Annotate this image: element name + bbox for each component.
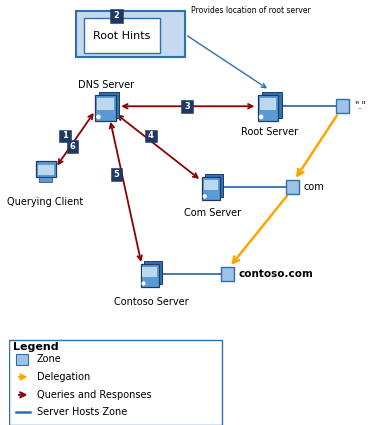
FancyBboxPatch shape xyxy=(76,11,185,57)
Text: Server Hosts Zone: Server Hosts Zone xyxy=(37,407,127,417)
FancyBboxPatch shape xyxy=(16,354,27,365)
Text: Com Server: Com Server xyxy=(183,207,241,218)
Text: Provides location of root server: Provides location of root server xyxy=(191,6,311,15)
Text: Zone: Zone xyxy=(37,354,62,364)
FancyBboxPatch shape xyxy=(260,98,276,110)
FancyBboxPatch shape xyxy=(141,264,158,287)
FancyBboxPatch shape xyxy=(59,130,71,142)
FancyBboxPatch shape xyxy=(110,9,123,23)
Text: 2: 2 xyxy=(114,11,120,20)
Text: 1: 1 xyxy=(62,131,68,141)
FancyBboxPatch shape xyxy=(97,98,114,110)
FancyBboxPatch shape xyxy=(181,100,193,113)
Text: Queries and Responses: Queries and Responses xyxy=(37,390,151,400)
Text: com: com xyxy=(304,182,325,192)
Circle shape xyxy=(97,115,100,119)
Text: Root Server: Root Server xyxy=(241,127,298,137)
Circle shape xyxy=(142,282,145,285)
Text: 3: 3 xyxy=(184,102,190,111)
FancyBboxPatch shape xyxy=(95,95,116,121)
Text: 6: 6 xyxy=(69,142,75,151)
Text: Legend: Legend xyxy=(13,342,59,352)
FancyBboxPatch shape xyxy=(262,91,282,118)
FancyBboxPatch shape xyxy=(144,261,162,284)
Text: Root Hints: Root Hints xyxy=(93,31,151,41)
FancyBboxPatch shape xyxy=(84,18,160,53)
FancyBboxPatch shape xyxy=(67,140,78,153)
FancyBboxPatch shape xyxy=(221,267,234,281)
FancyBboxPatch shape xyxy=(286,180,299,194)
Text: contoso.com: contoso.com xyxy=(239,269,314,279)
Text: Contoso Server: Contoso Server xyxy=(114,297,188,307)
Text: DNS Server: DNS Server xyxy=(78,80,134,90)
FancyBboxPatch shape xyxy=(205,174,223,197)
FancyBboxPatch shape xyxy=(111,168,122,181)
Text: 4: 4 xyxy=(148,131,154,141)
Text: ".": "." xyxy=(354,101,366,111)
Circle shape xyxy=(203,195,206,198)
FancyBboxPatch shape xyxy=(336,99,349,113)
Text: Delegation: Delegation xyxy=(37,372,90,382)
Text: 5: 5 xyxy=(114,170,120,179)
Text: Querying Client: Querying Client xyxy=(7,197,84,207)
FancyBboxPatch shape xyxy=(38,164,54,175)
FancyBboxPatch shape xyxy=(36,161,56,177)
FancyBboxPatch shape xyxy=(99,91,120,118)
Circle shape xyxy=(260,115,263,119)
FancyBboxPatch shape xyxy=(39,177,52,182)
FancyBboxPatch shape xyxy=(202,177,220,200)
FancyBboxPatch shape xyxy=(9,340,222,425)
FancyBboxPatch shape xyxy=(142,267,157,277)
FancyBboxPatch shape xyxy=(145,130,157,142)
FancyBboxPatch shape xyxy=(258,95,278,121)
FancyBboxPatch shape xyxy=(204,180,218,190)
